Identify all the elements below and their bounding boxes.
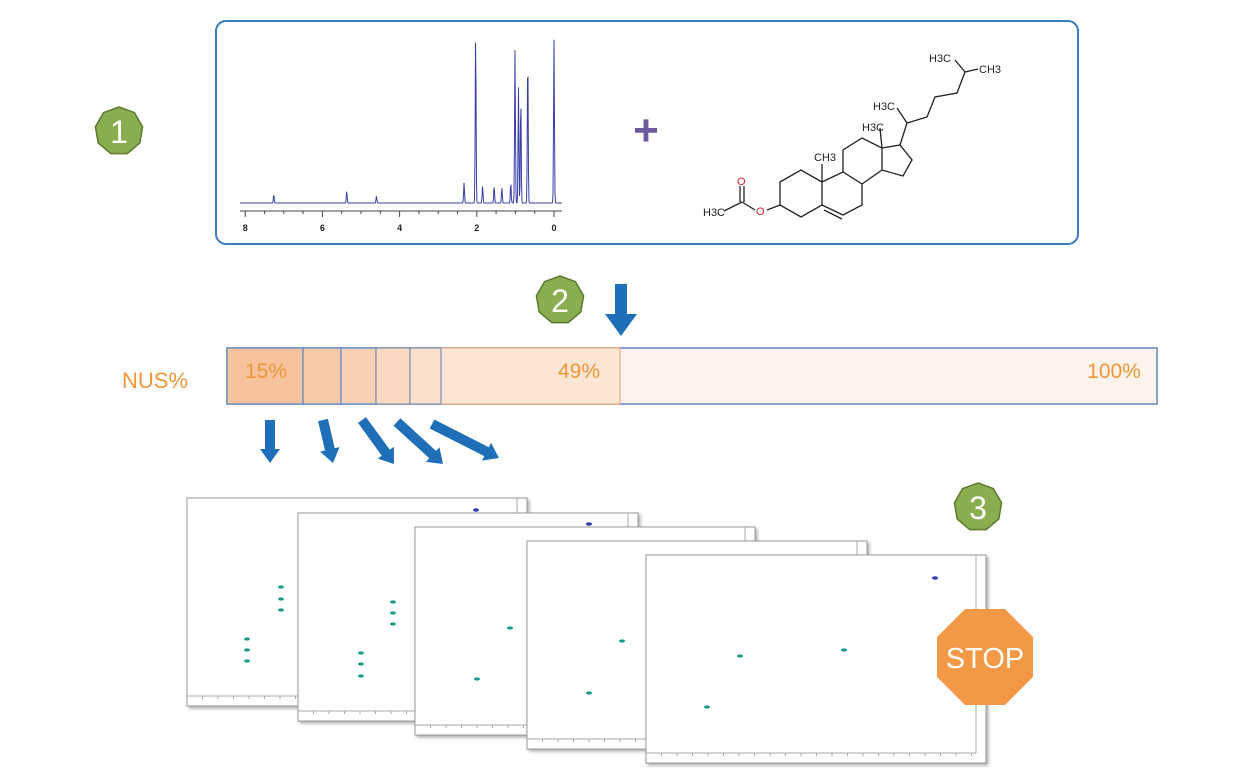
plus-icon: + [633, 106, 659, 155]
down-arrow-icon [605, 284, 637, 336]
bond [766, 204, 781, 211]
cross-peak [278, 585, 284, 589]
nus-marker-15: 15% [245, 360, 287, 383]
nus-marker-100: 100% [1087, 360, 1141, 383]
cross-peak [932, 576, 938, 580]
cross-peak [841, 648, 847, 652]
step-3-badge: 3 [953, 482, 1003, 531]
nus-segment-15 [226, 347, 304, 405]
hsqc-spectra-stack [186, 497, 987, 764]
stop-label: STOP [946, 643, 1024, 675]
stop-octagon [937, 609, 1033, 705]
cross-peak [358, 651, 364, 655]
cross-peak [390, 622, 396, 626]
badge-shape [94, 106, 144, 155]
axis-tick-label: 6 [320, 223, 325, 233]
nus-segment [340, 347, 377, 405]
cross-peak [619, 639, 625, 643]
badge-shape [535, 275, 585, 324]
label-h3c: H3C [862, 122, 884, 134]
axis-tick-label: 2 [474, 223, 479, 233]
cross-peak [704, 705, 710, 709]
bond [964, 68, 979, 73]
double-bond [823, 209, 843, 220]
cross-peak [473, 508, 479, 512]
cross-peak [244, 637, 250, 641]
molecule-labels: CH3 H3C H3C H3C CH3 O O H3C [703, 53, 1001, 219]
label-h3c: H3C [929, 53, 951, 65]
cross-peak [358, 662, 364, 666]
stop-sign: STOP [937, 609, 1033, 705]
arrow-icon [318, 418, 340, 463]
nus-segment [375, 347, 411, 405]
axis-tick-label: 4 [397, 223, 402, 233]
axis-tick-label: 8 [243, 223, 248, 233]
cross-peak [586, 522, 592, 526]
label-ch3: CH3 [979, 64, 1001, 76]
step-1-badge: 1 [94, 106, 144, 155]
nus-marker-49: 49% [558, 360, 600, 383]
cross-peak [278, 597, 284, 601]
step-number: 2 [551, 283, 569, 319]
bond [954, 59, 966, 73]
axis-tick-label: 0 [551, 223, 556, 233]
sampling-arrows [260, 417, 499, 464]
arrow-icon [429, 419, 499, 461]
label-ester-oxygen: O [756, 206, 765, 218]
badge-shape [953, 482, 1003, 531]
cross-peak [278, 608, 284, 612]
step-number: 3 [969, 490, 987, 526]
nus-segment [302, 347, 342, 405]
cross-peak [474, 677, 480, 681]
nus-range-49 [440, 347, 621, 405]
step-number: 1 [110, 114, 128, 150]
step-2-badge: 2 [535, 275, 585, 324]
nus-bar: 15% 49% 100% [226, 347, 1158, 405]
cross-peak [358, 674, 364, 678]
bond [741, 201, 756, 211]
label-h3c: H3C [873, 101, 895, 113]
1h-nmr-spectrum: 8 6 4 2 0 [240, 39, 562, 233]
arrow-icon [393, 418, 443, 464]
cross-peak [390, 611, 396, 615]
cross-peak [737, 654, 743, 658]
bond [879, 127, 883, 149]
label-ch3: CH3 [814, 152, 836, 164]
arrow-icon [260, 420, 280, 463]
label-carbonyl-oxygen: O [737, 176, 746, 188]
cross-peak [244, 659, 250, 663]
nus-label: NUS% [122, 368, 188, 393]
label-h3c: H3C [703, 207, 725, 219]
ring-c [842, 137, 883, 185]
hsqc-spectrum-5 [645, 554, 987, 764]
cross-peak [390, 600, 396, 604]
cross-peak [586, 691, 592, 695]
bond [896, 107, 908, 124]
spectrum-trace [240, 39, 562, 204]
side-chain [899, 71, 966, 146]
ring-d [881, 144, 913, 177]
cross-peak [507, 626, 513, 630]
arrow-icon [358, 417, 394, 464]
cholesteryl-acetate-structure [723, 59, 979, 220]
spectrum-frame [645, 554, 987, 764]
bond [723, 201, 743, 212]
nus-segment [409, 347, 442, 405]
cross-peak [244, 648, 250, 652]
ring-b [821, 171, 863, 216]
